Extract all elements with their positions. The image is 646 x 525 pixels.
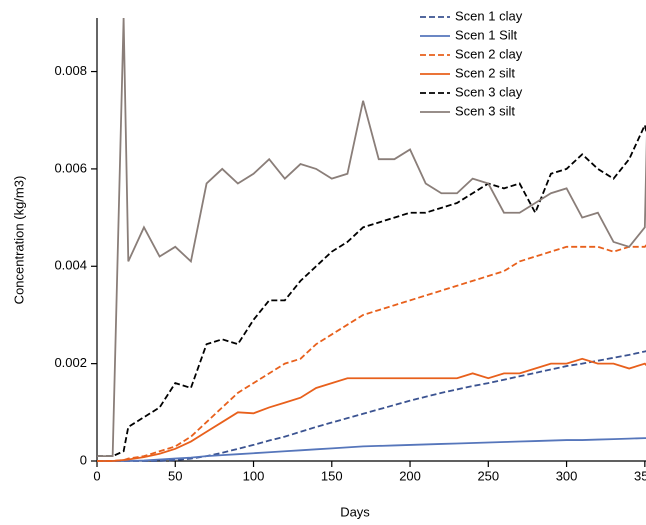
series-line [97,350,646,462]
x-tick-label: 350 [634,468,646,483]
y-axis-title: Concentration (kg/m3) [11,176,26,305]
x-tick-label: 250 [477,468,499,483]
x-axis-title: Days [340,504,370,519]
legend-label: Scen 1 Silt [455,27,518,42]
series-line [97,437,646,462]
x-tick-label: 100 [243,468,265,483]
x-tick-label: 300 [556,468,578,483]
legend-label: Scen 2 silt [455,65,515,80]
y-tick-label: 0.006 [54,160,87,175]
y-tick-label: 0.008 [54,63,87,78]
y-tick-label: 0.002 [54,355,87,370]
y-tick-label: 0.004 [54,258,87,273]
x-tick-label: 50 [168,468,182,483]
legend-label: Scen 3 clay [455,84,523,99]
x-tick-label: 200 [399,468,421,483]
series-line [97,357,646,462]
legend-label: Scen 3 silt [455,103,515,118]
y-tick-label: 0 [80,452,87,467]
legend-label: Scen 1 clay [455,8,523,23]
series-line [97,122,646,458]
legend-label: Scen 2 clay [455,46,523,61]
series-line [97,244,646,462]
series-line [97,17,646,458]
x-tick-label: 0 [93,468,100,483]
x-tick-label: 150 [321,468,343,483]
